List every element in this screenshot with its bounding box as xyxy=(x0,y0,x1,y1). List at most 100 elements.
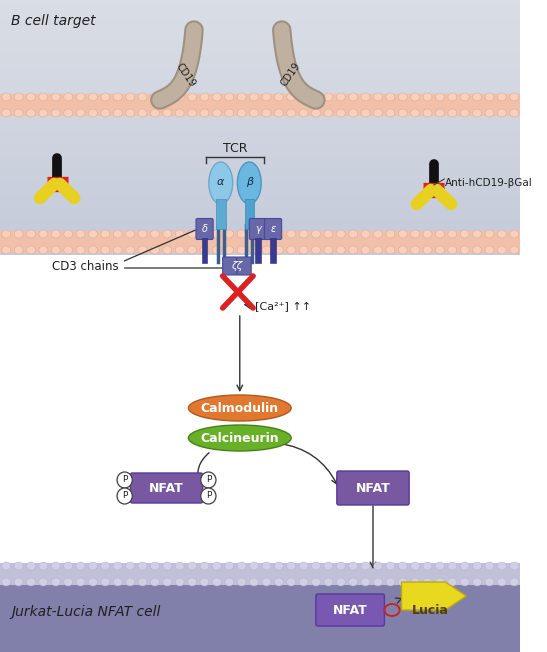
Text: NFAT: NFAT xyxy=(356,481,391,494)
Bar xyxy=(0,107,521,110)
Ellipse shape xyxy=(26,246,36,254)
Text: ζζ: ζζ xyxy=(231,261,242,271)
Ellipse shape xyxy=(460,246,469,254)
Ellipse shape xyxy=(51,578,60,586)
Ellipse shape xyxy=(175,230,184,238)
Ellipse shape xyxy=(39,93,48,101)
Ellipse shape xyxy=(287,230,296,238)
Bar xyxy=(0,179,521,181)
Bar xyxy=(0,231,521,253)
Bar xyxy=(0,92,521,95)
Bar xyxy=(0,166,521,168)
Ellipse shape xyxy=(175,93,184,101)
FancyBboxPatch shape xyxy=(237,257,251,275)
Ellipse shape xyxy=(299,562,308,570)
Ellipse shape xyxy=(448,578,457,586)
Ellipse shape xyxy=(89,230,97,238)
Ellipse shape xyxy=(336,109,345,117)
Ellipse shape xyxy=(249,578,259,586)
Ellipse shape xyxy=(275,109,283,117)
Bar xyxy=(0,140,521,143)
Bar xyxy=(0,563,521,585)
Ellipse shape xyxy=(435,230,444,238)
Ellipse shape xyxy=(411,93,420,101)
Ellipse shape xyxy=(14,230,23,238)
Ellipse shape xyxy=(39,578,48,586)
Ellipse shape xyxy=(510,93,519,101)
Bar xyxy=(0,110,521,112)
Bar xyxy=(0,132,521,135)
FancyBboxPatch shape xyxy=(130,473,203,503)
Bar xyxy=(0,56,521,59)
Bar xyxy=(0,230,521,232)
Ellipse shape xyxy=(14,578,23,586)
Ellipse shape xyxy=(398,93,407,101)
Ellipse shape xyxy=(262,562,271,570)
Bar xyxy=(0,130,521,132)
Ellipse shape xyxy=(336,578,345,586)
Ellipse shape xyxy=(63,246,73,254)
Bar xyxy=(0,209,521,212)
Ellipse shape xyxy=(101,562,110,570)
Bar xyxy=(0,237,521,240)
Circle shape xyxy=(201,488,216,504)
Ellipse shape xyxy=(225,109,234,117)
Bar xyxy=(0,184,521,186)
Ellipse shape xyxy=(411,109,420,117)
Bar xyxy=(0,43,521,46)
Bar xyxy=(0,97,521,100)
Bar xyxy=(0,51,521,53)
Bar xyxy=(0,120,521,123)
Bar xyxy=(0,151,521,153)
Ellipse shape xyxy=(14,246,23,254)
Ellipse shape xyxy=(26,230,36,238)
Ellipse shape xyxy=(262,578,271,586)
Ellipse shape xyxy=(101,246,110,254)
Ellipse shape xyxy=(460,578,469,586)
Bar xyxy=(0,243,521,244)
Ellipse shape xyxy=(225,578,234,586)
Text: NFAT: NFAT xyxy=(149,481,184,494)
Bar xyxy=(0,20,521,23)
Ellipse shape xyxy=(497,578,507,586)
Ellipse shape xyxy=(76,562,85,570)
Ellipse shape xyxy=(212,93,222,101)
Ellipse shape xyxy=(101,230,110,238)
Ellipse shape xyxy=(374,562,382,570)
Bar xyxy=(0,215,521,216)
Ellipse shape xyxy=(89,93,97,101)
Ellipse shape xyxy=(175,578,184,586)
Ellipse shape xyxy=(386,109,395,117)
Ellipse shape xyxy=(299,93,308,101)
Bar xyxy=(0,117,521,120)
Ellipse shape xyxy=(101,109,110,117)
Ellipse shape xyxy=(324,109,333,117)
Text: Jurkat-Lucia NFAT cell: Jurkat-Lucia NFAT cell xyxy=(11,605,161,619)
Text: Calcineurin: Calcineurin xyxy=(200,432,279,445)
Ellipse shape xyxy=(411,578,420,586)
Ellipse shape xyxy=(249,93,259,101)
Ellipse shape xyxy=(423,109,432,117)
Ellipse shape xyxy=(163,109,172,117)
Bar xyxy=(0,160,521,163)
Bar xyxy=(270,238,276,263)
Ellipse shape xyxy=(76,230,85,238)
Ellipse shape xyxy=(510,230,519,238)
Bar xyxy=(0,219,521,222)
Text: γ: γ xyxy=(255,224,261,234)
Ellipse shape xyxy=(51,93,60,101)
Ellipse shape xyxy=(51,230,60,238)
Ellipse shape xyxy=(126,93,135,101)
Bar xyxy=(0,33,521,36)
Ellipse shape xyxy=(336,246,345,254)
FancyBboxPatch shape xyxy=(223,257,237,275)
Bar xyxy=(0,201,521,204)
Bar xyxy=(0,572,521,652)
Ellipse shape xyxy=(26,109,36,117)
Ellipse shape xyxy=(138,93,147,101)
Bar xyxy=(0,123,521,125)
Bar xyxy=(0,48,521,51)
Bar xyxy=(0,76,521,79)
Bar xyxy=(202,238,207,263)
Ellipse shape xyxy=(63,93,73,101)
